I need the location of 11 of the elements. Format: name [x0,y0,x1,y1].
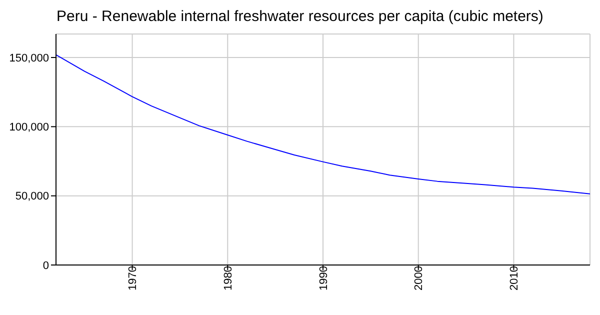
x-tick-label: 1980 [222,266,234,290]
line-series [56,54,590,194]
x-tick-label: 2010 [508,266,521,290]
x-tick-label: 1970 [127,266,140,290]
y-tick-label: 100,000 [9,122,49,134]
x-tick-label: 1990 [318,266,330,290]
x-tick-label: 2000 [413,266,426,290]
y-tick-label: 150,000 [9,52,49,64]
y-tick-label: 0 [42,260,49,272]
chart-title: Peru - Renewable internal freshwater resources per capita (cubic meters) [56,8,544,27]
y-tick-label: 50,000 [15,190,49,203]
